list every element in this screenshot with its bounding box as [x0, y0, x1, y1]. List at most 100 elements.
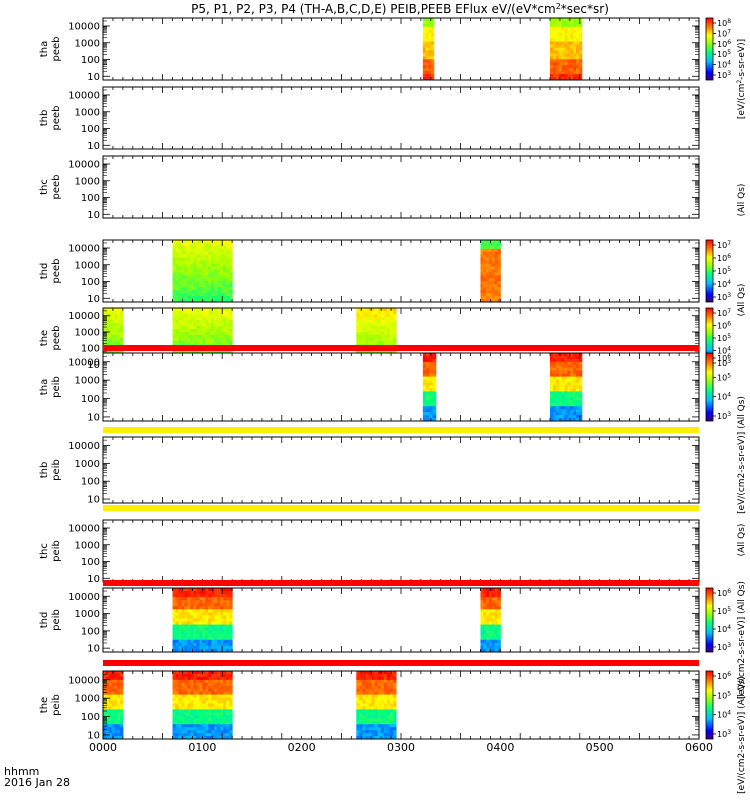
colorbar-axis-label: (All Qs) — [737, 184, 747, 217]
colorbar-tick-label: 106 — [717, 39, 731, 49]
y-tick-label: 1000 — [75, 694, 100, 705]
colorbar-tick-label: 107 — [717, 28, 731, 38]
y-tick-label: 1000 — [75, 38, 100, 49]
y-tick-label: 100 — [81, 344, 100, 355]
y-tick-label: 10000 — [68, 243, 100, 254]
y-tick-label: 100 — [81, 193, 100, 204]
colorbar: 106 105 104 103 — [705, 587, 731, 653]
data-block — [172, 240, 233, 303]
panel-thc-peeb: 10 100 1000 10000 thc peeb — [39, 155, 700, 221]
y-tick-label: 1000 — [75, 376, 100, 387]
x-axis-label-units: hhmm — [4, 765, 39, 778]
colorbar-tick-label: 107 — [717, 240, 731, 250]
colorbar-label: [eV/(cm2-s-sr-eV)] — [736, 39, 747, 119]
colorbar-tick-label: 104 — [717, 346, 731, 356]
panel-probe-label: thb — [39, 462, 50, 479]
panel-product-label: peib — [51, 376, 62, 398]
data-block — [550, 353, 583, 422]
colorbar-tick-label: 105 — [717, 333, 731, 343]
data-block — [172, 671, 233, 740]
y-tick-label: 10 — [87, 412, 100, 423]
panel-product-label: peeb — [51, 175, 62, 200]
colorbar-tick-label: 103 — [717, 411, 731, 421]
x-axis-label-date: 2016 Jan 28 — [4, 776, 70, 789]
panel-probe-label: thc — [39, 179, 50, 195]
panel-product-label: peib — [51, 694, 62, 716]
y-tick-label: 10 — [87, 294, 100, 305]
y-tick-label: 10 — [87, 495, 100, 506]
x-axis: 0000 0100 0200 0300 0400 0500 0600 — [89, 741, 713, 754]
y-tick-label: 100 — [81, 626, 100, 637]
panel-product-label: peeb — [51, 106, 62, 131]
colorbar-tick-label: 103 — [717, 729, 731, 739]
colorbar-tick-label: 104 — [717, 624, 731, 634]
y-tick-label: 10000 — [68, 90, 100, 101]
y-tick-label: 10000 — [68, 592, 100, 603]
panel-product-label: peeb — [51, 37, 62, 62]
panel-probe-label: tha — [39, 41, 50, 57]
colorbar-tick-label: 105 — [717, 266, 731, 276]
y-tick-label: 10000 — [68, 675, 100, 686]
y-tick-label: 100 — [81, 124, 100, 135]
colorbar-label-overlaps: (All Qs) (All Qs) [eV/(cm2-s-sr-eV)] (All … — [737, 184, 747, 794]
data-block — [172, 588, 233, 653]
x-tick-label: 0300 — [387, 741, 415, 754]
colorbar-tick-label: 106 — [717, 253, 731, 263]
colorbar-tick-label: 106 — [717, 588, 731, 598]
y-tick-label: 1000 — [75, 260, 100, 271]
figure-title: P5, P1, P2, P3, P4 (TH-A,B,C,D,E) PEIB,P… — [191, 2, 609, 16]
colorbar-tick-label: 104 — [717, 279, 731, 289]
panel-probe-label: thc — [39, 543, 50, 559]
y-tick-label: 10 — [87, 360, 100, 371]
y-tick-label: 10000 — [68, 311, 100, 322]
y-tick-label: 10000 — [68, 523, 100, 534]
colorbar: 106 105 104 103 — [705, 352, 731, 422]
data-block — [480, 588, 501, 653]
x-tick-label: 0200 — [288, 741, 316, 754]
y-tick-label: 10000 — [68, 159, 100, 170]
separator-stripe — [103, 505, 699, 511]
panel-probe-label: thd — [39, 612, 50, 629]
colorbar-axis-label: (All Qs) — [737, 524, 747, 557]
panel-thb-peib: 10 100 1000 10000 thb peib — [39, 436, 700, 506]
separator-stripe — [103, 580, 699, 586]
panel-probe-label: thb — [39, 110, 50, 127]
separator-stripe — [103, 660, 699, 666]
separator-stripes — [103, 345, 699, 666]
panel-thd-peeb: 10 100 1000 10000 thd peeb 107 106 105 104 103 — [39, 239, 731, 305]
data-block — [480, 240, 501, 303]
panel-tha-peib: 10 100 1000 10000 tha peib 106 105 104 103 — [39, 352, 731, 423]
y-tick-label: 10 — [87, 210, 100, 221]
colorbar-tick-label: 106 — [717, 671, 731, 681]
x-tick-label: 0400 — [486, 741, 514, 754]
colorbar-tick-label: 103 — [717, 358, 731, 368]
x-tick-label: 0000 — [89, 741, 117, 754]
colorbar-tick-label: 103 — [717, 642, 731, 652]
data-block — [356, 671, 397, 740]
colorbar-tick-label: 107 — [717, 308, 731, 318]
colorbar: 107 106 105 104 103 — [705, 307, 731, 369]
colorbar: 106 105 104 103 — [705, 670, 731, 740]
colorbar-tick-label: 105 — [717, 606, 731, 616]
y-tick-label: 10000 — [68, 441, 100, 452]
panel-thb-peeb: 10 100 1000 10000 thb peeb — [39, 86, 700, 152]
y-tick-label: 10000 — [68, 357, 100, 368]
colorbar-tick-label: 103 — [717, 70, 731, 80]
y-tick-label: 1000 — [75, 540, 100, 551]
y-tick-label: 10 — [87, 730, 100, 741]
data-block — [103, 671, 124, 740]
panel-product-label: peib — [51, 459, 62, 481]
y-tick-label: 100 — [81, 557, 100, 568]
y-tick-label: 1000 — [75, 609, 100, 620]
data-block — [422, 353, 437, 422]
colorbar-tick-label: 105 — [717, 49, 731, 59]
colorbar: 107 106 105 104 103 — [705, 239, 731, 303]
colorbar-axis-label: (All Qs) — [737, 284, 747, 317]
panel-probe-label: the — [39, 697, 50, 713]
panel-product-label: peeb — [51, 259, 62, 284]
y-tick-label: 10000 — [68, 21, 100, 32]
panel-probe-label: tha — [39, 379, 50, 395]
x-tick-label: 0100 — [188, 741, 216, 754]
